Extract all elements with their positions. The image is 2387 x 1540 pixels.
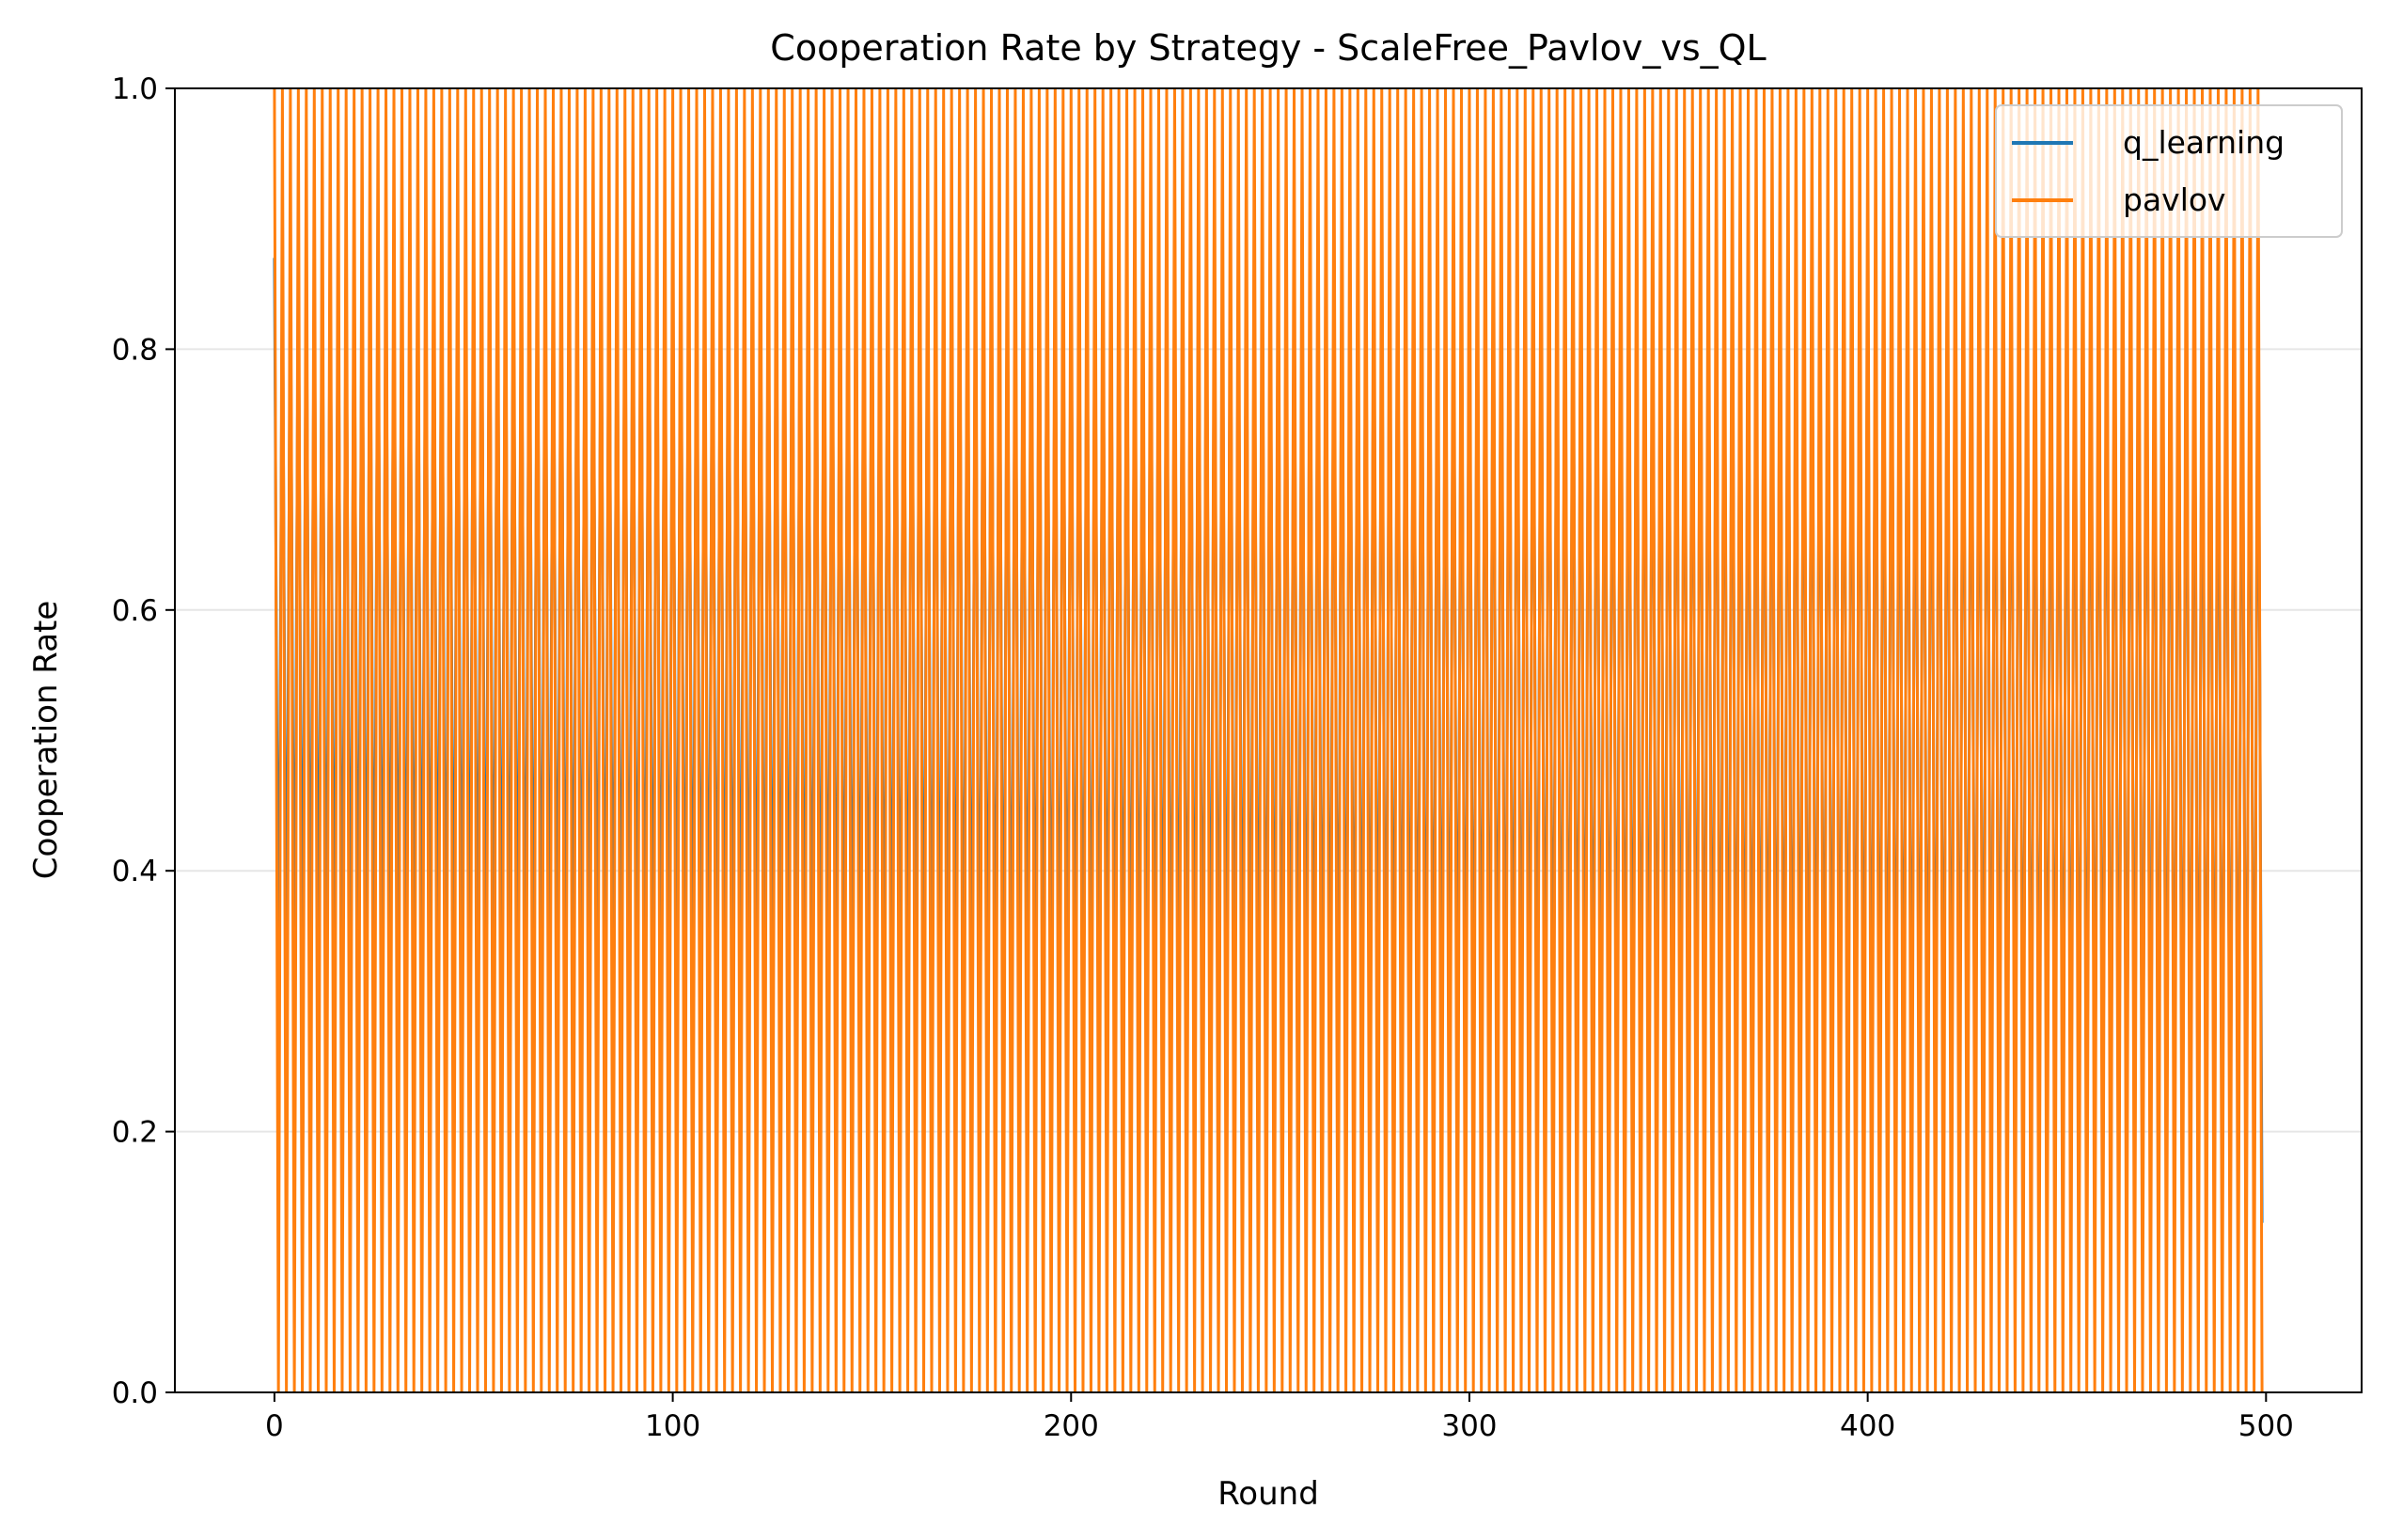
chart-title: Cooperation Rate by Strategy - ScaleFree… (770, 27, 1766, 69)
legend: q_learning pavlov (1995, 104, 2343, 238)
x-ticks: 0 100 200 300 400 500 (265, 1392, 2294, 1443)
x-tick-label-0: 0 (265, 1409, 284, 1443)
legend-box (1995, 104, 2343, 238)
y-tick-label-1: 0.2 (112, 1116, 158, 1150)
y-ticks: 0.0 0.2 0.4 0.6 0.8 1.0 (112, 72, 175, 1410)
y-tick-label-5: 1.0 (112, 72, 158, 106)
x-axis-label: Round (1217, 1475, 1319, 1513)
plot-area (273, 87, 2264, 1393)
axes-frame (174, 87, 2363, 1393)
legend-entry-q-learning: q_learning (2123, 124, 2285, 161)
y-tick-label-2: 0.4 (112, 855, 158, 888)
y-tick-label-0: 0.0 (112, 1376, 158, 1410)
y-tick-label-4: 0.8 (112, 333, 158, 367)
y-tick-label-3: 0.6 (112, 594, 158, 628)
x-tick-label-1: 100 (645, 1409, 700, 1443)
y-axis-label: Cooperation Rate (27, 601, 65, 880)
x-tick-label-3: 300 (1441, 1409, 1497, 1443)
series-line-pavlov (273, 87, 2264, 1393)
x-tick-label-5: 500 (2238, 1409, 2294, 1443)
x-tick-label-2: 200 (1044, 1409, 1099, 1443)
x-tick-label-4: 400 (1840, 1409, 1895, 1443)
legend-entry-pavlov: pavlov (2123, 181, 2226, 218)
